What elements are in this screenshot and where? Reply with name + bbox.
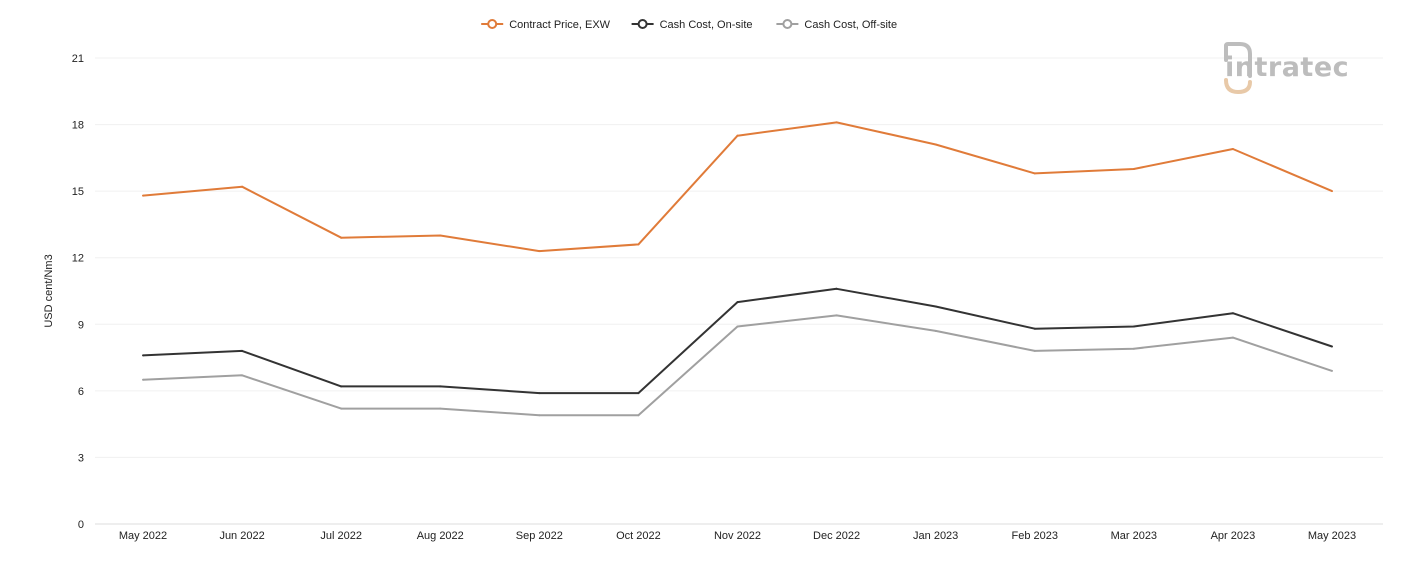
data-point xyxy=(439,407,442,410)
data-point xyxy=(934,329,937,332)
x-tick-label: Apr 2023 xyxy=(1211,530,1256,542)
legend-item: Contract Price, EXW xyxy=(481,19,611,31)
x-tick-label: Mar 2023 xyxy=(1111,530,1157,542)
data-point xyxy=(1033,349,1036,352)
x-tick-label: Jul 2022 xyxy=(320,530,362,542)
data-point xyxy=(835,121,838,124)
data-point xyxy=(736,134,739,137)
data-point xyxy=(736,325,739,328)
data-point xyxy=(1132,347,1135,350)
data-point xyxy=(637,392,640,395)
data-point xyxy=(835,314,838,317)
data-point xyxy=(241,374,244,377)
data-point xyxy=(1331,190,1333,193)
x-tick-label: May 2023 xyxy=(1308,530,1356,542)
intratec-logo: intratec xyxy=(1224,42,1349,95)
y-axis-label: USD cent/Nm3 xyxy=(43,254,55,327)
legend: Contract Price, EXW Cash Cost, On-site Cas… xyxy=(481,19,897,31)
legend-label: Cash Cost, Off-site xyxy=(804,19,897,31)
legend-marker-icon xyxy=(782,19,793,29)
series-line xyxy=(142,287,1333,395)
x-tick-label: Dec 2022 xyxy=(813,530,860,542)
data-point xyxy=(1132,325,1135,328)
data-point xyxy=(637,414,640,417)
legend-label: Cash Cost, On-site xyxy=(660,19,753,31)
data-point xyxy=(340,236,343,239)
x-tick-label: Nov 2022 xyxy=(714,530,761,542)
y-tick-label: 0 xyxy=(78,519,84,531)
y-tick-label: 9 xyxy=(78,319,84,331)
data-point xyxy=(241,349,244,352)
data-point xyxy=(439,385,442,388)
logo-mark-icon xyxy=(1224,42,1252,78)
data-point xyxy=(736,301,739,304)
x-tick-label: Feb 2023 xyxy=(1012,530,1058,542)
data-point xyxy=(142,378,144,381)
series-line xyxy=(142,121,1333,253)
data-point xyxy=(241,185,244,188)
data-point xyxy=(538,414,541,417)
data-point xyxy=(1132,167,1135,170)
y-tick-label: 15 xyxy=(72,186,84,198)
x-tick-label: Jun 2022 xyxy=(219,530,264,542)
y-tick-label: 12 xyxy=(72,253,84,265)
y-tick-label: 3 xyxy=(78,452,84,464)
x-tick-label: May 2022 xyxy=(119,530,167,542)
series-lines xyxy=(142,121,1333,417)
legend-label: Contract Price, EXW xyxy=(509,19,610,31)
legend-marker-icon xyxy=(637,19,648,29)
data-point xyxy=(340,385,343,388)
data-point xyxy=(538,250,541,253)
y-tick-label: 6 xyxy=(78,386,84,398)
data-point xyxy=(142,354,144,357)
data-point xyxy=(1331,369,1333,372)
x-tick-label: Aug 2022 xyxy=(417,530,464,542)
data-point xyxy=(340,407,343,410)
x-tick-label: Oct 2022 xyxy=(616,530,661,542)
data-point xyxy=(1331,345,1333,348)
data-point xyxy=(1231,147,1234,150)
logo-accent-icon xyxy=(1224,78,1252,95)
data-point xyxy=(1033,172,1036,175)
x-axis-ticks: May 2022 Jun 2022 Jul 2022 Aug 2022 Sep 2022… xyxy=(119,530,1356,542)
data-point xyxy=(142,194,144,197)
y-tick-label: 18 xyxy=(72,120,84,132)
data-point xyxy=(439,234,442,237)
data-point xyxy=(1033,327,1036,330)
data-point xyxy=(934,305,937,308)
y-axis-ticks: 0 3 6 9 12 15 18 21 xyxy=(72,53,84,531)
series-line xyxy=(142,314,1333,417)
data-point xyxy=(1231,336,1234,339)
data-point xyxy=(538,392,541,395)
x-tick-label: Sep 2022 xyxy=(516,530,563,542)
data-point xyxy=(835,287,838,290)
grid-lines xyxy=(95,57,1383,525)
data-point xyxy=(1231,312,1234,315)
logo-text: intratec xyxy=(1225,52,1349,83)
data-point xyxy=(637,243,640,246)
legend-item: Cash Cost, On-site xyxy=(631,19,753,31)
data-point xyxy=(934,143,937,146)
legend-item: Cash Cost, Off-site xyxy=(776,19,897,31)
legend-marker-icon xyxy=(487,19,498,29)
y-tick-label: 21 xyxy=(72,53,84,65)
x-tick-label: Jan 2023 xyxy=(913,530,958,542)
